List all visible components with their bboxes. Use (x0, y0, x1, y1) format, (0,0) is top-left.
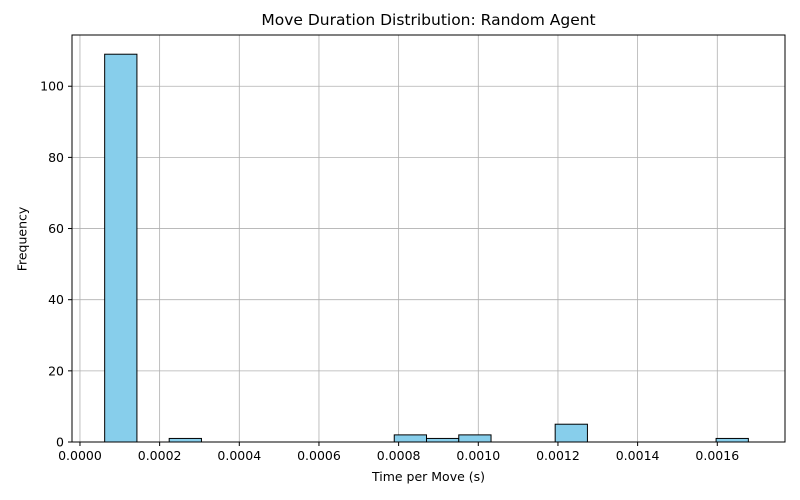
histogram-bar (168, 437, 202, 443)
grid-layer (72, 35, 785, 443)
x-tick-label: 0.0010 (456, 448, 500, 463)
histogram-bar (426, 437, 460, 443)
x-tick-label: 0.0014 (616, 448, 660, 463)
y-tick-label: 0 (56, 435, 64, 450)
y-tick-label: 80 (48, 150, 64, 165)
chart-title: Move Duration Distribution: Random Agent (261, 11, 596, 29)
y-tick-label: 20 (48, 363, 64, 378)
y-axis-label: Frequency (14, 206, 30, 272)
axes-layer: 0.0000 0.0002 0.0004 0.0006 0.0008 0.0010 0.00… (40, 34, 786, 463)
histogram-bar (104, 53, 138, 443)
x-axis-label: Time per Move (s) (371, 469, 486, 484)
histogram-bar (715, 437, 749, 443)
histogram-bar (393, 434, 428, 443)
x-tick-label: 0.0012 (536, 448, 580, 463)
x-tick-label: 0.0008 (377, 448, 421, 463)
y-tick-label: 60 (48, 221, 64, 236)
x-tick-label: 0.0004 (217, 448, 261, 463)
x-tick-label: 0.0016 (695, 448, 739, 463)
bars-layer (104, 53, 749, 443)
histogram-bar (554, 423, 588, 443)
x-tick-label: 0.0000 (58, 448, 102, 463)
x-tick-label: 0.0006 (297, 448, 341, 463)
axes-frame (71, 34, 786, 443)
y-tick-label: 100 (40, 79, 64, 94)
y-tick-label: 40 (48, 292, 64, 307)
histogram-bar (458, 434, 492, 443)
x-tick-label: 0.0002 (138, 448, 182, 463)
